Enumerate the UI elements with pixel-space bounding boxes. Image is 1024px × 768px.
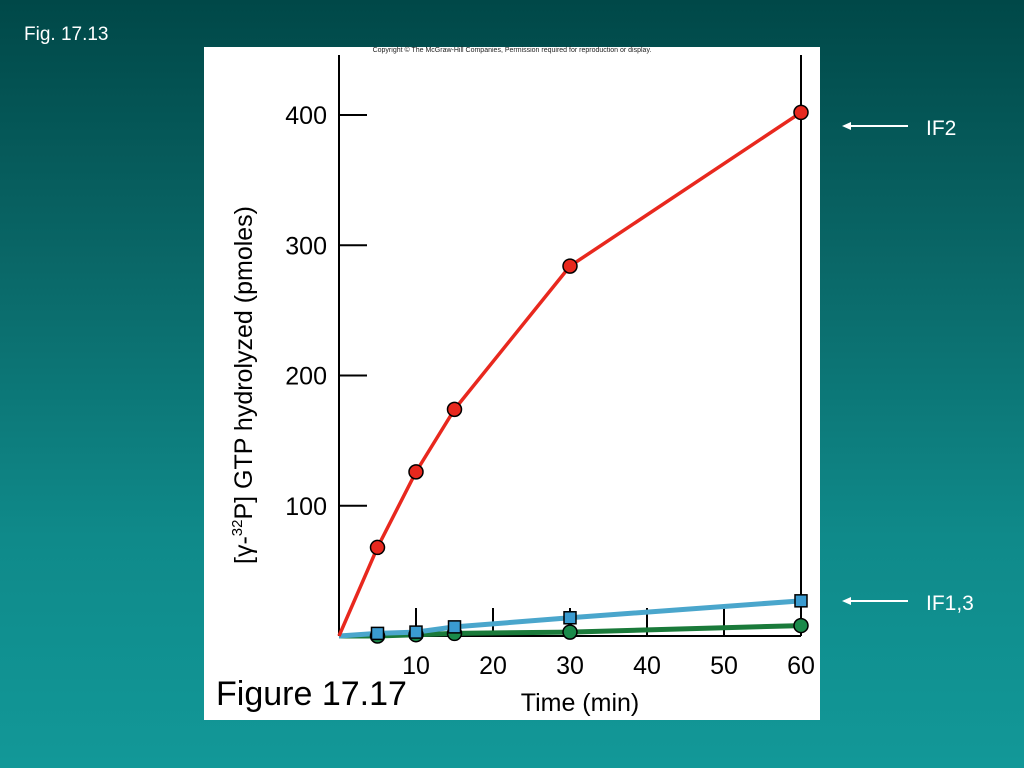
axis-ticks: 100 200 300 400 10 20 30 40 50 60 bbox=[285, 102, 815, 680]
y-tick-label: 400 bbox=[285, 102, 327, 130]
y-tick-label: 100 bbox=[285, 493, 327, 521]
data-point-circle bbox=[562, 624, 578, 640]
if13-label: IF1,3 bbox=[926, 592, 974, 615]
x-tick-label: 40 bbox=[633, 652, 661, 680]
if2-label: IF2 bbox=[926, 117, 957, 140]
y-tick-label: 200 bbox=[285, 363, 327, 391]
data-point-circle bbox=[793, 104, 809, 121]
data-point-circle bbox=[562, 258, 578, 274]
x-tick-label: 50 bbox=[710, 652, 738, 680]
data-point-circle bbox=[369, 539, 386, 556]
data-point-circle bbox=[446, 401, 463, 418]
copyright-notice: Copyright © The McGraw-Hill Companies, P… bbox=[372, 47, 652, 54]
data-point-square bbox=[370, 626, 385, 641]
y-axis-label-suffix: P] GTP hydrolyzed (pmoles) bbox=[230, 206, 258, 520]
data-point-square bbox=[409, 625, 423, 639]
x-tick-label: 60 bbox=[787, 652, 815, 680]
arrow-shaft bbox=[850, 600, 908, 602]
left-arrow-icon bbox=[842, 122, 851, 130]
data-point-square bbox=[447, 620, 462, 634]
y-axis-label-superscript: 32 bbox=[229, 520, 246, 537]
data-point-circle bbox=[793, 617, 809, 634]
data-point-square bbox=[794, 594, 808, 608]
if13-annotation: IF1,3 bbox=[842, 588, 992, 618]
data-point-circle bbox=[408, 464, 424, 480]
y-tick-label: 300 bbox=[285, 232, 327, 260]
left-arrow-icon bbox=[842, 597, 851, 605]
y-axis-label: [γ-32P] GTP hydrolyzed (pmoles) bbox=[229, 206, 258, 564]
if2-annotation: IF2 bbox=[842, 113, 972, 143]
series-line-1 bbox=[337, 110, 802, 637]
figure-panel: Copyright © The McGraw-Hill Companies, P… bbox=[204, 47, 820, 720]
data-point-square bbox=[563, 611, 577, 625]
figure-caption: Figure 17.17 bbox=[216, 675, 407, 713]
x-axis-label: Time (min) bbox=[521, 689, 640, 717]
arrow-shaft bbox=[850, 125, 908, 127]
x-tick-label: 30 bbox=[556, 652, 584, 680]
x-tick-label: 10 bbox=[402, 652, 430, 680]
y-axis-label-prefix: [γ- bbox=[230, 536, 258, 564]
series-layer bbox=[337, 104, 809, 644]
figure-number-label: Fig. 17.13 bbox=[24, 24, 109, 45]
x-tick-label: 20 bbox=[479, 652, 507, 680]
gtp-hydrolysis-chart: 100 200 300 400 10 20 30 40 50 60 [γ-32P] GTP hyd… bbox=[216, 55, 815, 717]
